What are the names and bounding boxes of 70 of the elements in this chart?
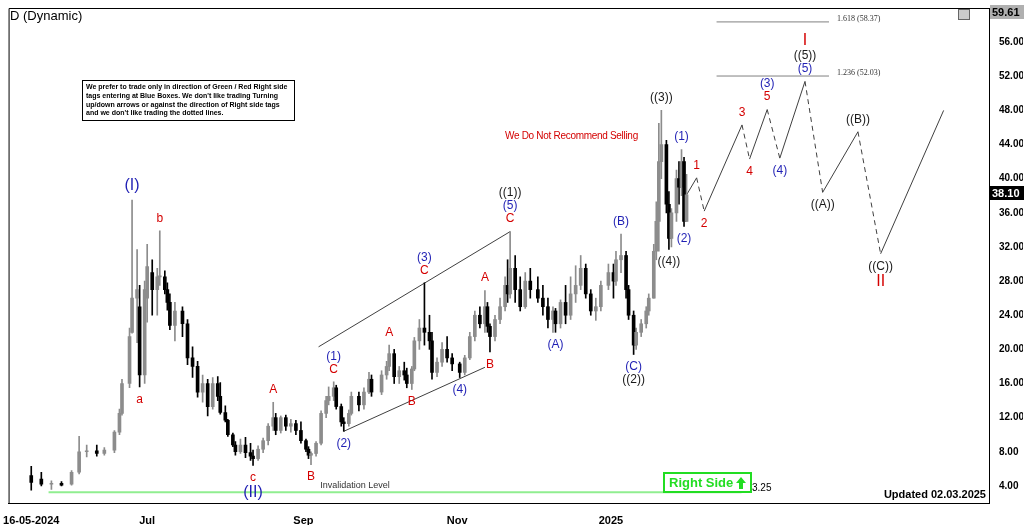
annotation: B xyxy=(407,394,416,409)
y-tick-label: 52.00 xyxy=(999,70,1024,82)
ref-line-label: 1.236 (52.03) xyxy=(837,68,881,78)
ref-line-label: 1.618 (58.37) xyxy=(837,14,881,23)
annotation: II xyxy=(876,271,886,289)
annotation: a xyxy=(136,391,144,406)
annotation: 5 xyxy=(763,89,771,104)
annotation: (2) xyxy=(336,436,352,451)
annotation: 3.25 xyxy=(752,482,772,493)
x-tick-label: 2025 xyxy=(598,513,624,525)
annotation: (5) xyxy=(797,61,813,76)
annotation: A xyxy=(269,382,278,397)
annotation: B xyxy=(307,469,316,484)
annotation: B xyxy=(485,356,494,371)
annotation: We Do Not Recommend Selling xyxy=(505,130,638,141)
annotation: 1 xyxy=(693,157,701,172)
x-tick-label: Jul xyxy=(139,513,156,525)
annotation: I xyxy=(802,31,808,49)
y-tick-label: 32.00 xyxy=(999,240,1024,252)
annotation: Right Side xyxy=(669,475,734,490)
annotation: (II) xyxy=(243,483,263,501)
y-tick-label: 56.00 xyxy=(999,35,1024,47)
annotation: (I) xyxy=(124,175,140,193)
annotation: ((2)) xyxy=(622,372,645,387)
annotation: (4) xyxy=(772,163,788,178)
x-tick-label: Sep xyxy=(293,513,314,525)
annotation: (5) xyxy=(502,198,518,213)
annotation: (1) xyxy=(326,348,342,363)
annotation: 4 xyxy=(746,163,754,178)
annotation: c xyxy=(250,470,257,485)
y-tick-label: 40.00 xyxy=(999,172,1024,184)
y-tick-label: 28.00 xyxy=(999,274,1024,286)
y-tick-label: 12.00 xyxy=(999,411,1024,423)
text: 59.61 xyxy=(992,6,1020,18)
x-tick-label: 16-05-2024 xyxy=(3,513,61,525)
annotation: (2) xyxy=(676,231,692,246)
annotation: (A) xyxy=(547,337,564,352)
annotation: (B) xyxy=(613,213,630,228)
annotation: (3) xyxy=(417,249,432,264)
annotation: ((A)) xyxy=(810,197,835,212)
ref-line-label: Invalidation Level xyxy=(320,479,390,490)
x-tick-label: Nov xyxy=(446,513,469,525)
annotation: ((B)) xyxy=(845,111,870,126)
annotation: 2 xyxy=(700,215,708,230)
y-tick-label: 48.00 xyxy=(999,104,1024,116)
y-tick-label: 16.00 xyxy=(999,377,1024,389)
chart-title: D (Dynamic) xyxy=(10,8,83,23)
annotation: ((3)) xyxy=(650,90,673,105)
text: 38.10 xyxy=(992,187,1020,199)
y-tick-label: 8.00 xyxy=(999,445,1019,457)
y-tick-label: 44.00 xyxy=(999,138,1024,150)
annotation: ((5)) xyxy=(793,48,817,63)
annotation: A xyxy=(480,270,489,285)
annotation: A xyxy=(385,324,394,339)
annotation: b xyxy=(156,210,164,225)
y-tick-label: 24.00 xyxy=(999,308,1024,320)
annotation: 3 xyxy=(738,104,746,119)
annotation: ((4)) xyxy=(657,254,681,269)
annotation: C xyxy=(505,211,515,226)
annotation: (4) xyxy=(452,382,468,397)
annotation: Updated 02.03.2025 xyxy=(883,488,986,500)
candlestick xyxy=(84,444,89,458)
annotation: ((1)) xyxy=(498,185,522,200)
annotation: (C) xyxy=(625,359,642,374)
annotation: ((C)) xyxy=(868,258,893,273)
annotation: (3) xyxy=(759,76,775,91)
annotation: (1) xyxy=(674,129,689,144)
y-tick-label: 36.00 xyxy=(999,206,1024,218)
y-tick-label: 20.00 xyxy=(999,343,1024,355)
y-tick-label: 4.00 xyxy=(999,479,1019,491)
